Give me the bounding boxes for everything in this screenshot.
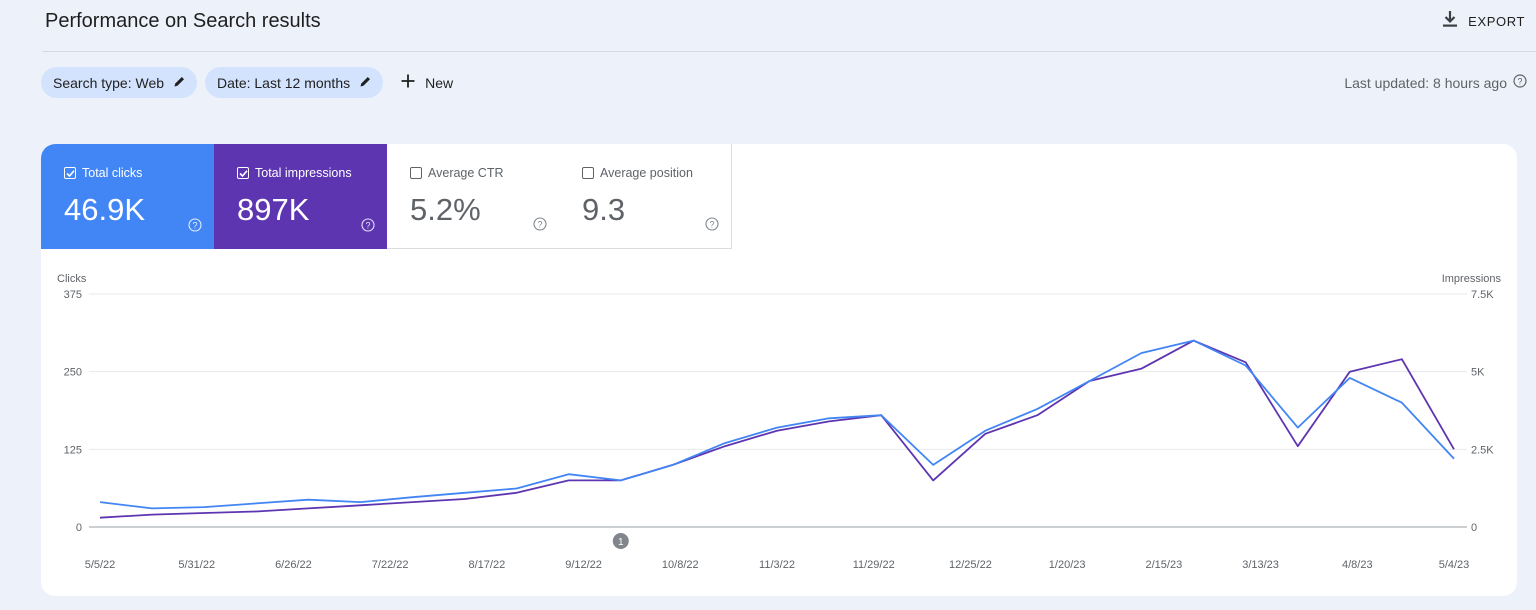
svg-text:?: ? bbox=[537, 219, 542, 229]
date-chip[interactable]: Date: Last 12 months bbox=[205, 67, 384, 98]
x-tick-label: 8/17/22 bbox=[469, 559, 506, 571]
date-label: Date: Last 12 months bbox=[217, 74, 351, 91]
x-tick-label: 1/20/23 bbox=[1049, 559, 1086, 571]
x-tick-label: 6/26/22 bbox=[275, 559, 312, 571]
annotation-marker[interactable] bbox=[612, 533, 629, 549]
export-button[interactable]: EXPORT bbox=[1442, 10, 1525, 33]
metric-average-ctr[interactable]: Average CTR 5.2% ? bbox=[387, 144, 560, 249]
x-tick-label: 11/3/22 bbox=[759, 559, 795, 571]
y-tick-label-left: 375 bbox=[64, 289, 82, 301]
edit-icon bbox=[359, 75, 372, 91]
performance-card: Total clicks 46.9K ? Total impressions 8… bbox=[41, 144, 1517, 596]
metric-value: 9.3 bbox=[582, 192, 626, 227]
header-divider bbox=[42, 51, 1536, 52]
performance-chart[interactable]: Clicks Impressions 0 0 125 2.5K 250 5K 375 7.5K 5/… bbox=[41, 144, 1517, 596]
metric-average-position[interactable]: Average position 9.3 ? bbox=[559, 144, 732, 249]
metric-label: Average CTR bbox=[428, 166, 504, 180]
top-bar: Performance on Search results EXPORT bbox=[0, 0, 1536, 52]
metric-label: Average position bbox=[600, 166, 693, 180]
y-tick-label-left: 0 bbox=[76, 522, 82, 534]
y-tick-label-left: 250 bbox=[64, 367, 82, 379]
help-icon[interactable]: ? bbox=[1513, 74, 1527, 91]
metric-label: Total clicks bbox=[82, 166, 143, 180]
page-title: Performance on Search results bbox=[45, 10, 321, 32]
y-tick-label-right: 7.5K bbox=[1471, 289, 1494, 301]
annotation-label: 1 bbox=[618, 537, 624, 548]
metric-value: 5.2% bbox=[410, 192, 481, 227]
metric-label: Total impressions bbox=[255, 166, 352, 180]
edit-icon bbox=[173, 75, 186, 91]
x-tick-label: 10/8/22 bbox=[662, 559, 699, 571]
metric-value: 46.9K bbox=[64, 192, 146, 227]
x-tick-label: 4/8/23 bbox=[1342, 559, 1373, 571]
metric-total-clicks[interactable]: Total clicks 46.9K ? bbox=[41, 144, 214, 249]
svg-text:?: ? bbox=[365, 220, 370, 230]
plus-icon bbox=[401, 74, 415, 91]
x-tick-label: 5/4/23 bbox=[1439, 559, 1470, 571]
x-tick-label: 7/22/22 bbox=[372, 559, 409, 571]
clicks-series-line bbox=[99, 339, 1455, 510]
last-updated-text: Last updated: 8 hours ago bbox=[1344, 74, 1507, 91]
new-filter-button[interactable]: New bbox=[391, 67, 463, 98]
help-icon[interactable]: ? bbox=[705, 217, 719, 236]
svg-text:?: ? bbox=[1517, 76, 1522, 86]
impressions-series-line bbox=[99, 339, 1455, 519]
checkbox-checked-icon[interactable] bbox=[237, 167, 249, 179]
checkbox-unchecked-icon[interactable] bbox=[410, 167, 422, 179]
y-tick-label-right: 2.5K bbox=[1471, 444, 1494, 456]
x-tick-label: 2/15/23 bbox=[1146, 559, 1183, 571]
metric-value: 897K bbox=[237, 192, 310, 227]
checkbox-checked-icon[interactable] bbox=[64, 167, 76, 179]
filter-bar: Search type: Web Date: Last 12 months Ne… bbox=[41, 67, 463, 98]
svg-text:?: ? bbox=[192, 220, 197, 230]
export-label: EXPORT bbox=[1468, 14, 1525, 29]
checkbox-unchecked-icon[interactable] bbox=[582, 167, 594, 179]
help-icon[interactable]: ? bbox=[188, 218, 202, 237]
x-tick-label: 5/31/22 bbox=[178, 559, 215, 571]
metric-total-impressions[interactable]: Total impressions 897K ? bbox=[214, 144, 387, 249]
y-tick-label-left: 125 bbox=[64, 444, 82, 456]
x-tick-label: 3/13/23 bbox=[1242, 559, 1279, 571]
y-tick-label-right: 5K bbox=[1471, 367, 1485, 379]
x-tick-label: 11/29/22 bbox=[853, 559, 895, 571]
help-icon[interactable]: ? bbox=[361, 218, 375, 237]
svg-text:?: ? bbox=[709, 219, 714, 229]
y-axis-label-right: Impressions bbox=[1442, 273, 1502, 285]
x-tick-label: 5/5/22 bbox=[85, 559, 116, 571]
x-tick-label: 12/25/22 bbox=[949, 559, 992, 571]
help-icon[interactable]: ? bbox=[533, 217, 547, 236]
new-filter-label: New bbox=[425, 74, 454, 91]
y-axis-label-left: Clicks bbox=[57, 273, 87, 285]
y-tick-label-right: 0 bbox=[1471, 522, 1477, 534]
download-icon bbox=[1442, 10, 1458, 33]
last-updated: Last updated: 8 hours ago ? bbox=[1344, 74, 1527, 91]
search-type-label: Search type: Web bbox=[53, 74, 165, 91]
x-tick-label: 9/12/22 bbox=[565, 559, 602, 571]
search-type-chip[interactable]: Search type: Web bbox=[41, 67, 198, 98]
